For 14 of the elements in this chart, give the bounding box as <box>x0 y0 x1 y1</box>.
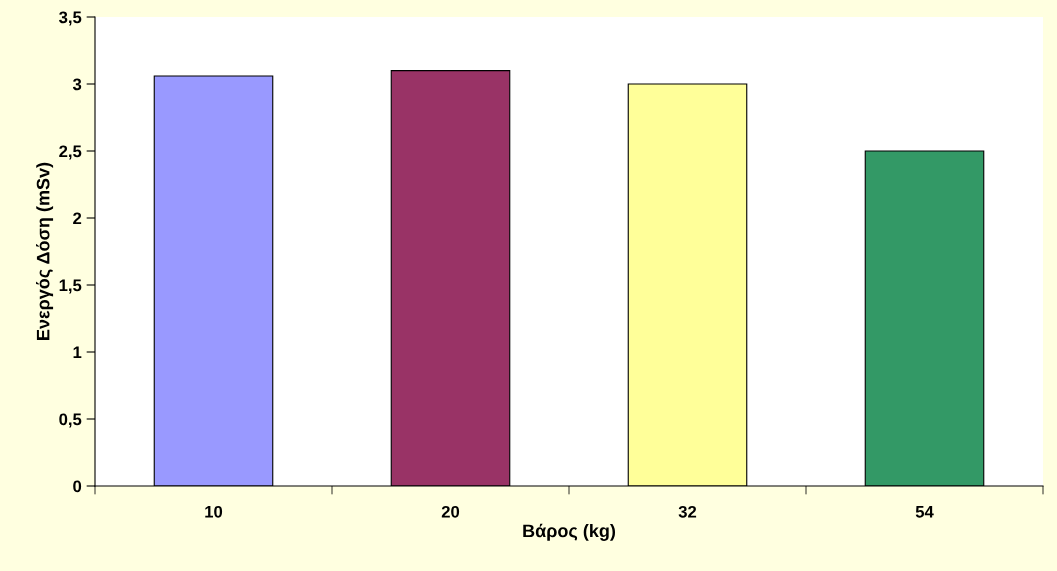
y-tick-label: 1 <box>73 346 82 359</box>
x-axis-title: Βάρος (kg) <box>523 523 616 541</box>
y-tick-label: 2,5 <box>59 145 82 160</box>
y-axis-title: Ενεργός Δόση (mSv) <box>36 162 54 340</box>
y-tick-label: 3 <box>72 78 82 91</box>
y-tick-label: 1,5 <box>59 279 82 294</box>
x-tick-label: 32 <box>678 505 697 518</box>
x-tick-label: 20 <box>441 505 460 518</box>
y-tick-label: 0,5 <box>59 413 82 428</box>
y-tick-label: 3,5 <box>59 11 82 26</box>
x-tick-label: 10 <box>205 505 223 518</box>
y-tick-label: 2 <box>73 212 82 225</box>
x-tick-label: 54 <box>915 506 934 518</box>
y-tick-label: 0 <box>73 480 82 493</box>
